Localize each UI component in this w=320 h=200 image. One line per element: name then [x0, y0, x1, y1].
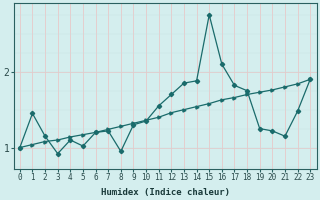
X-axis label: Humidex (Indice chaleur): Humidex (Indice chaleur) — [100, 188, 229, 197]
